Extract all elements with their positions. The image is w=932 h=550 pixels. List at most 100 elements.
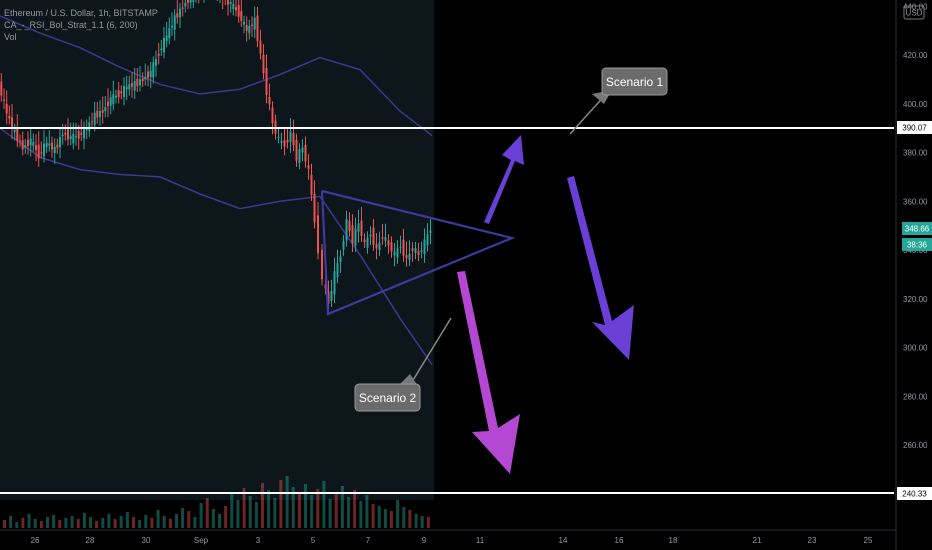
candle-body bbox=[259, 40, 262, 54]
candle-body bbox=[372, 227, 375, 245]
volume-bar bbox=[328, 499, 332, 528]
time-tick-label: 11 bbox=[476, 536, 485, 545]
volume-bar bbox=[316, 489, 320, 528]
volume-bar bbox=[390, 511, 393, 528]
candle-body bbox=[313, 193, 316, 223]
price-axis[interactable] bbox=[896, 0, 932, 550]
level-tag-upper: 390.07 bbox=[897, 121, 932, 134]
candle-body bbox=[51, 142, 53, 150]
candle-body bbox=[152, 62, 155, 78]
volume-bar bbox=[291, 487, 295, 528]
candle-body bbox=[227, 0, 229, 5]
volume-bar bbox=[230, 493, 234, 528]
volume-bar bbox=[218, 514, 221, 528]
candle-body bbox=[101, 110, 104, 113]
arrow-down-scenario1[interactable] bbox=[567, 176, 634, 360]
currency-badge[interactable]: USD bbox=[903, 5, 925, 20]
candle-body bbox=[408, 253, 411, 260]
candle-body bbox=[40, 152, 43, 154]
volume-bar bbox=[101, 518, 105, 528]
candle-body bbox=[237, 5, 240, 17]
candle-body bbox=[357, 223, 360, 232]
time-tick-label: 14 bbox=[559, 536, 568, 545]
volume-bar bbox=[334, 493, 338, 528]
candle-body bbox=[139, 79, 141, 86]
price-tick-label: 260.00 bbox=[903, 441, 928, 450]
volume-bar bbox=[58, 520, 62, 528]
volume-bar bbox=[70, 516, 74, 528]
volume-bar bbox=[408, 510, 412, 528]
candle-body bbox=[136, 78, 139, 86]
volume-label[interactable]: Vol bbox=[4, 32, 17, 42]
volume-bar bbox=[125, 512, 129, 528]
scenario1-callout[interactable]: Scenario 1 bbox=[601, 67, 668, 96]
volume-bar bbox=[107, 514, 111, 528]
candle-body bbox=[426, 234, 429, 246]
candle-body bbox=[123, 86, 125, 97]
candle-body bbox=[104, 107, 107, 112]
candle-body bbox=[91, 121, 93, 123]
candle-body bbox=[304, 145, 307, 162]
candle-body bbox=[83, 127, 85, 139]
time-axis-ticks[interactable]: 26 28 30 Sep 3 5 7 9 11 14 16 18 21 23 25 bbox=[31, 536, 873, 545]
candle-body bbox=[176, 13, 179, 18]
candle-body bbox=[19, 140, 21, 142]
level-tag-lower: 240.33 bbox=[897, 487, 932, 500]
arrow-up-scenario1[interactable] bbox=[484, 135, 524, 224]
candle-body bbox=[109, 97, 112, 106]
candle-body bbox=[277, 137, 280, 139]
volume-bar bbox=[138, 520, 142, 528]
candle-body bbox=[240, 10, 243, 21]
candle-body bbox=[128, 84, 131, 90]
candle-body bbox=[324, 284, 327, 289]
symbol-title[interactable]: Ethereum / U.S. Dollar, 1h, BITSTAMP bbox=[4, 8, 158, 18]
volume-bar bbox=[27, 514, 31, 528]
candle-body bbox=[181, 7, 184, 9]
candle-body bbox=[85, 128, 88, 131]
volume-bar bbox=[242, 488, 246, 528]
volume-bar bbox=[248, 496, 252, 528]
candle-body bbox=[53, 146, 56, 153]
volume-bar bbox=[46, 517, 49, 528]
countdown-box bbox=[902, 238, 932, 251]
time-tick-label: 30 bbox=[142, 536, 151, 545]
indicator-name[interactable]: CA_-_RSI_Bol_Strat_1.1 (6, 200) bbox=[4, 20, 138, 30]
volume-bar bbox=[414, 514, 418, 528]
volume-bar bbox=[310, 495, 314, 528]
volume-bar bbox=[273, 498, 277, 528]
candle-body bbox=[423, 239, 426, 255]
candle-body bbox=[56, 144, 59, 148]
candle-body bbox=[414, 248, 417, 253]
candle-body bbox=[429, 230, 432, 234]
candle-body bbox=[256, 15, 259, 42]
scenario2-pointer-tail bbox=[398, 374, 418, 386]
candle-body bbox=[8, 116, 11, 119]
volume-bar bbox=[254, 502, 258, 528]
candle-body bbox=[393, 251, 396, 256]
candle-body bbox=[321, 250, 323, 280]
candle-body bbox=[45, 142, 48, 147]
arrow-down-scenario2[interactable] bbox=[457, 271, 520, 474]
scenario2-box bbox=[354, 383, 421, 412]
candle-body bbox=[120, 91, 123, 94]
volume-bar bbox=[285, 476, 289, 528]
triangle-pattern[interactable] bbox=[320, 189, 516, 316]
time-tick-label: 25 bbox=[864, 536, 873, 545]
price-candles bbox=[0, 0, 432, 310]
countdown-label: 38:36 bbox=[907, 241, 928, 250]
volume-bar bbox=[162, 516, 166, 528]
candle-body bbox=[112, 94, 115, 105]
scenario2-callout[interactable]: Scenario 2 bbox=[354, 383, 421, 412]
candle-body bbox=[69, 136, 72, 139]
chart-legend: Ethereum / U.S. Dollar, 1h, BITSTAMP CA_… bbox=[4, 7, 158, 43]
volume-bar bbox=[199, 503, 203, 528]
time-tick-label: 23 bbox=[808, 536, 817, 545]
candle-body bbox=[345, 219, 348, 241]
volume-bar bbox=[52, 515, 56, 528]
time-tick-label: Sep bbox=[194, 536, 209, 545]
volume-bar bbox=[76, 519, 80, 528]
volume-bar bbox=[402, 507, 406, 528]
time-tick-label: 9 bbox=[422, 536, 427, 545]
candle-body bbox=[37, 144, 40, 159]
